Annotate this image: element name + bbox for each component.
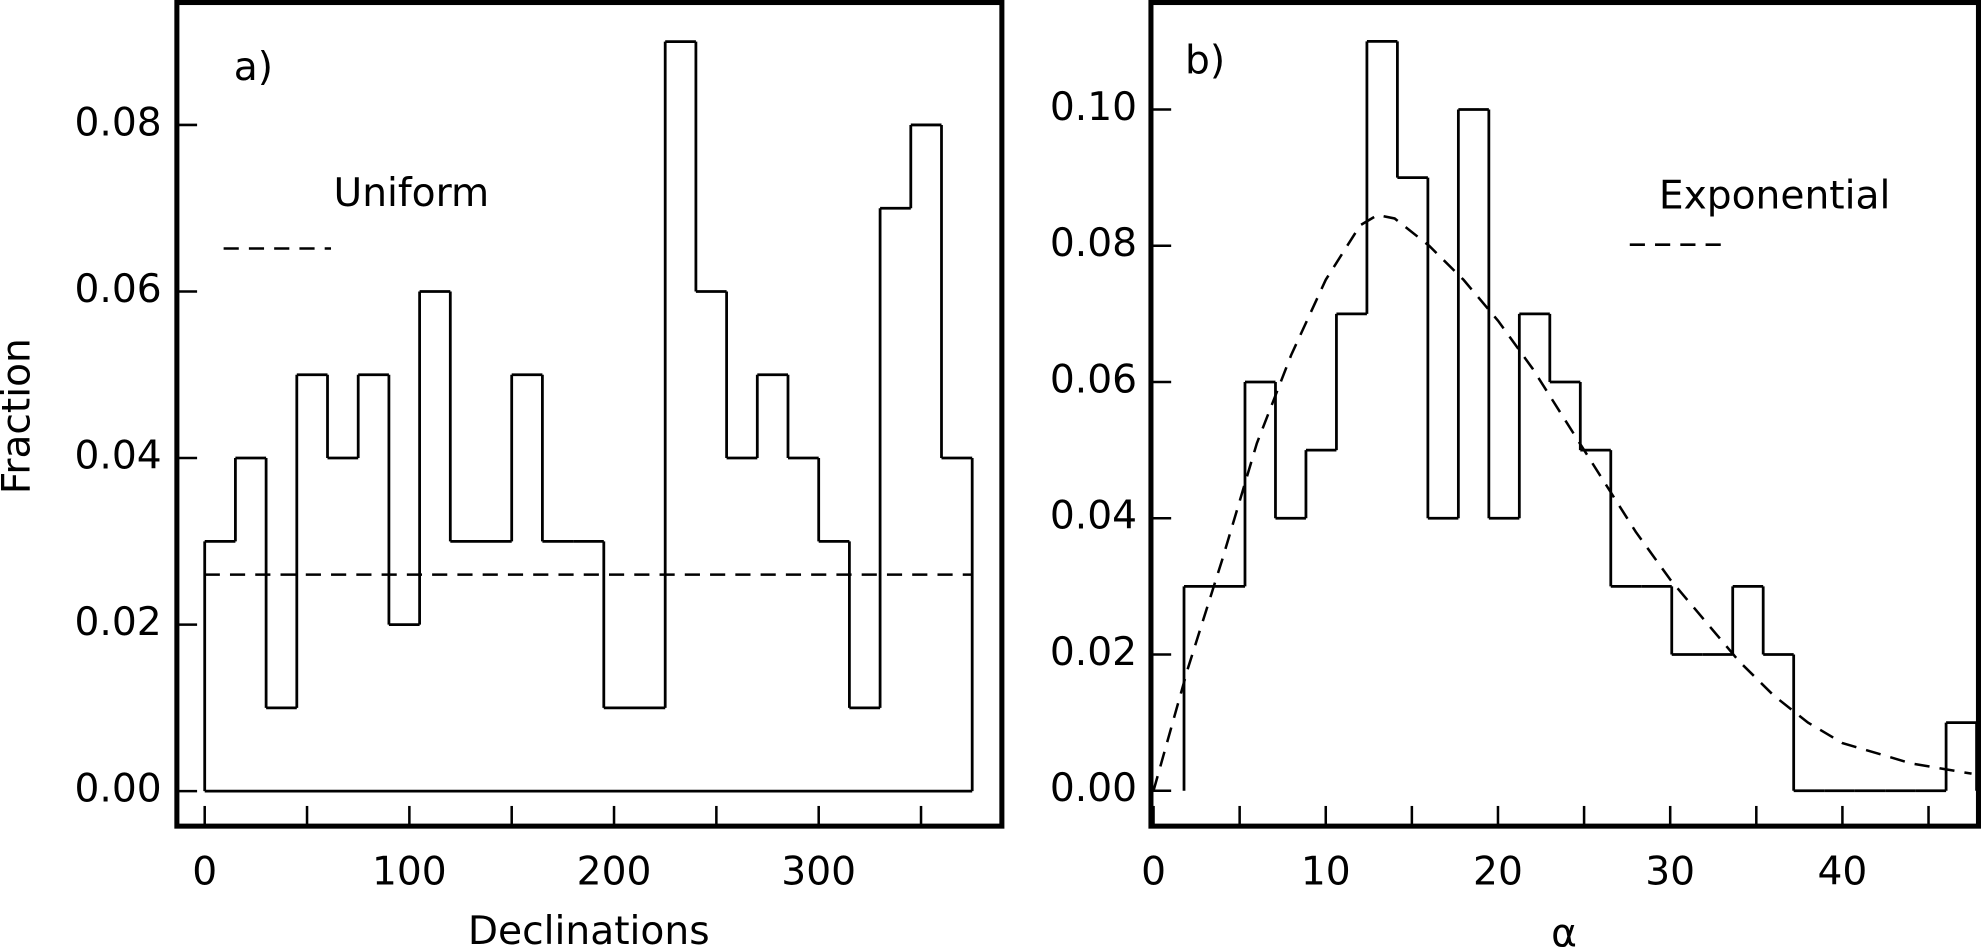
x-axis-label: Declinations [468,909,710,951]
y-tick-label: 0.00 [1050,766,1137,811]
y-tick-label: 0.04 [75,434,162,479]
plot-frame [1148,0,1981,829]
x-tick-label: 30 [1645,850,1695,895]
x-axis-label: α [1551,911,1577,951]
x-tick-label: 40 [1817,850,1867,895]
x-tick-label: 0 [192,850,217,895]
y-tick-label: 0.08 [75,100,162,145]
x-tick-label: 0 [1141,850,1166,895]
y-axis-label: Fraction [0,338,39,494]
y-tick-label: 0.02 [1050,630,1137,675]
panel-label: b) [1185,39,1225,84]
x-tick-label: 200 [577,850,652,895]
fit-line [1152,213,1972,792]
x-tick-label: 10 [1301,850,1351,895]
y-tick-label: 0.00 [75,767,162,812]
y-tick-label: 0.04 [1050,494,1137,539]
legend-label: Exponential [1659,174,1891,219]
legend-label: Uniform [334,171,490,216]
plot-frame [174,0,1005,829]
y-tick-label: 0.10 [1050,85,1137,130]
x-tick-label: 300 [781,850,856,895]
y-tick-label: 0.06 [1050,357,1137,402]
x-tick-label: 100 [372,850,447,895]
panel-label: a) [234,45,273,90]
y-tick-label: 0.06 [75,267,162,312]
y-tick-label: 0.08 [1050,221,1137,266]
x-tick-label: 20 [1473,850,1523,895]
y-tick-label: 0.02 [75,600,162,645]
